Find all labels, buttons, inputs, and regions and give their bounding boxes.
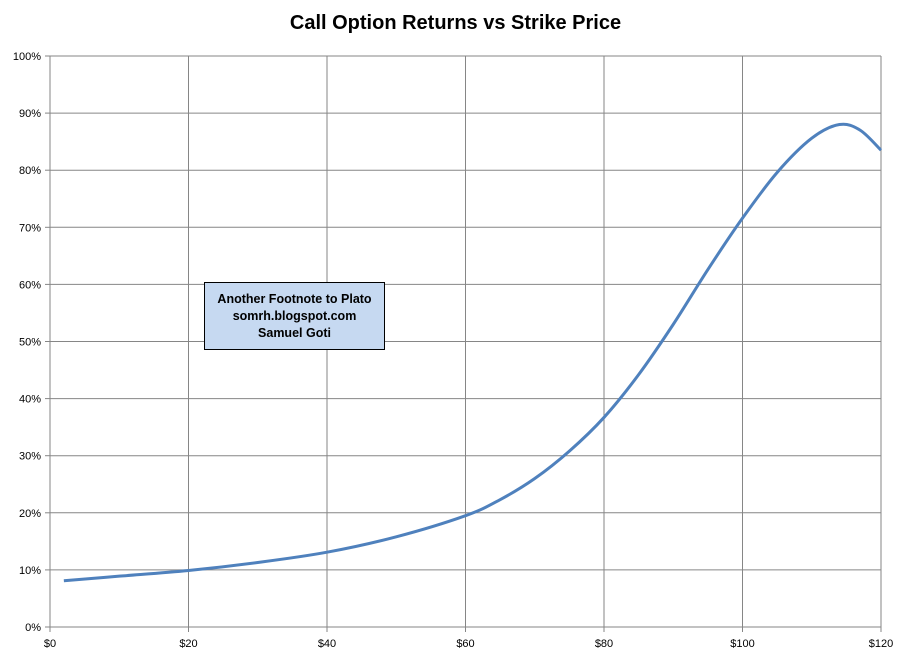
y-tick-label: 20% [19, 508, 41, 520]
y-tick-label: 60% [19, 279, 41, 291]
x-tick-label: $40 [318, 638, 336, 650]
annotation-line-2: somrh.blogspot.com [232, 308, 357, 323]
y-tick-label: 70% [19, 222, 41, 234]
annotation-box: Another Footnote to Plato somrh.blogspot… [204, 282, 385, 350]
y-tick-label: 90% [19, 108, 41, 120]
annotation-line-3: Samuel Goti [258, 325, 331, 340]
y-tick-label: 50% [19, 337, 41, 349]
y-tick-label: 100% [13, 51, 41, 63]
y-tick-label: 40% [19, 394, 41, 406]
x-tick-label: $0 [44, 638, 56, 650]
y-tick-label: 30% [19, 451, 41, 463]
y-tick-label: 80% [19, 165, 41, 177]
annotation-line-1: Another Footnote to Plato [217, 291, 372, 306]
y-tick-label: 0% [25, 622, 41, 634]
x-tick-label: $80 [595, 638, 613, 650]
y-tick-label: 10% [19, 565, 41, 577]
x-tick-label: $100 [730, 638, 754, 650]
x-tick-label: $20 [179, 638, 197, 650]
series-line [63, 122, 883, 583]
x-tick-label: $60 [456, 638, 474, 650]
chart-title: Call Option Returns vs Strike Price [289, 12, 622, 34]
x-tick-label: $120 [869, 638, 893, 650]
